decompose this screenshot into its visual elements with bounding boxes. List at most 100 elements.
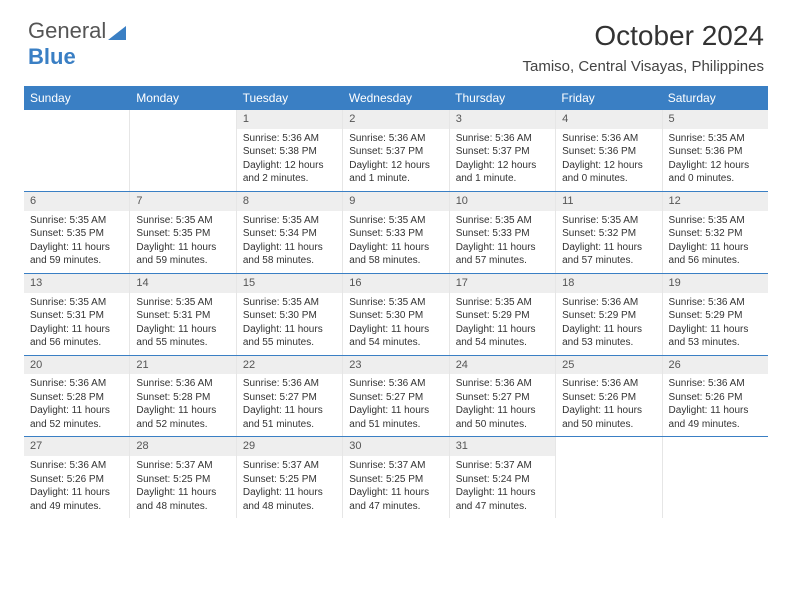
calendar-cell: 19Sunrise: 5:36 AMSunset: 5:29 PMDayligh… [662,274,768,355]
day-number: 24 [450,356,555,375]
day-details: Sunrise: 5:36 AMSunset: 5:27 PMDaylight:… [450,374,555,436]
daylight-text: Daylight: 11 hours and 47 minutes. [456,486,549,513]
location-subtitle: Tamiso, Central Visayas, Philippines [522,58,764,75]
sunrise-text: Sunrise: 5:35 AM [669,214,762,228]
sunrise-text: Sunrise: 5:36 AM [456,377,549,391]
day-details: Sunrise: 5:36 AMSunset: 5:27 PMDaylight:… [343,374,448,436]
sunrise-text: Sunrise: 5:36 AM [136,377,229,391]
calendar-cell: 26Sunrise: 5:36 AMSunset: 5:26 PMDayligh… [662,356,768,437]
day-number: 18 [556,274,661,293]
weekday-header: Sunday [24,87,130,109]
sunrise-text: Sunrise: 5:37 AM [456,459,549,473]
calendar-cell [662,437,768,518]
day-details: Sunrise: 5:37 AMSunset: 5:25 PMDaylight:… [130,456,235,518]
sunrise-text: Sunrise: 5:37 AM [136,459,229,473]
day-number: 4 [556,110,661,129]
calendar-cell [129,110,235,191]
calendar-cell: 13Sunrise: 5:35 AMSunset: 5:31 PMDayligh… [24,274,129,355]
day-number: 16 [343,274,448,293]
sunset-text: Sunset: 5:26 PM [669,391,762,405]
sunset-text: Sunset: 5:25 PM [243,473,336,487]
sunset-text: Sunset: 5:26 PM [562,391,655,405]
sunset-text: Sunset: 5:27 PM [243,391,336,405]
calendar-cell: 8Sunrise: 5:35 AMSunset: 5:34 PMDaylight… [236,192,342,273]
sunrise-text: Sunrise: 5:36 AM [243,132,336,146]
day-details: Sunrise: 5:35 AMSunset: 5:35 PMDaylight:… [24,211,129,273]
daylight-text: Daylight: 11 hours and 54 minutes. [456,323,549,350]
daylight-text: Daylight: 11 hours and 54 minutes. [349,323,442,350]
sunrise-text: Sunrise: 5:37 AM [349,459,442,473]
calendar-cell: 6Sunrise: 5:35 AMSunset: 5:35 PMDaylight… [24,192,129,273]
weekday-header: Saturday [662,87,768,109]
day-number: 3 [450,110,555,129]
daylight-text: Daylight: 11 hours and 59 minutes. [136,241,229,268]
calendar-cell: 31Sunrise: 5:37 AMSunset: 5:24 PMDayligh… [449,437,555,518]
calendar-cell: 24Sunrise: 5:36 AMSunset: 5:27 PMDayligh… [449,356,555,437]
sunset-text: Sunset: 5:32 PM [669,227,762,241]
day-details: Sunrise: 5:36 AMSunset: 5:38 PMDaylight:… [237,129,342,191]
day-details: Sunrise: 5:35 AMSunset: 5:32 PMDaylight:… [663,211,768,273]
daylight-text: Daylight: 11 hours and 56 minutes. [30,323,123,350]
daylight-text: Daylight: 11 hours and 58 minutes. [243,241,336,268]
sunset-text: Sunset: 5:26 PM [30,473,123,487]
daylight-text: Daylight: 11 hours and 58 minutes. [349,241,442,268]
calendar-cell: 21Sunrise: 5:36 AMSunset: 5:28 PMDayligh… [129,356,235,437]
day-number: 14 [130,274,235,293]
sunrise-text: Sunrise: 5:35 AM [136,214,229,228]
day-details: Sunrise: 5:36 AMSunset: 5:27 PMDaylight:… [237,374,342,436]
sunset-text: Sunset: 5:27 PM [456,391,549,405]
sunrise-text: Sunrise: 5:35 AM [349,214,442,228]
day-details: Sunrise: 5:36 AMSunset: 5:29 PMDaylight:… [663,293,768,355]
day-number: 17 [450,274,555,293]
sunset-text: Sunset: 5:31 PM [30,309,123,323]
sunset-text: Sunset: 5:36 PM [562,145,655,159]
day-number: 20 [24,356,129,375]
day-details: Sunrise: 5:36 AMSunset: 5:37 PMDaylight:… [450,129,555,191]
calendar-cell: 22Sunrise: 5:36 AMSunset: 5:27 PMDayligh… [236,356,342,437]
logo-triangle-icon [108,26,126,40]
sunset-text: Sunset: 5:37 PM [456,145,549,159]
page-title: October 2024 [594,20,764,52]
day-details: Sunrise: 5:35 AMSunset: 5:36 PMDaylight:… [663,129,768,191]
day-number: 11 [556,192,661,211]
sunrise-text: Sunrise: 5:35 AM [456,214,549,228]
calendar-cell: 15Sunrise: 5:35 AMSunset: 5:30 PMDayligh… [236,274,342,355]
day-details: Sunrise: 5:35 AMSunset: 5:33 PMDaylight:… [343,211,448,273]
sunset-text: Sunset: 5:28 PM [136,391,229,405]
calendar-cell: 16Sunrise: 5:35 AMSunset: 5:30 PMDayligh… [342,274,448,355]
sunrise-text: Sunrise: 5:36 AM [562,132,655,146]
day-details: Sunrise: 5:37 AMSunset: 5:24 PMDaylight:… [450,456,555,518]
day-number: 23 [343,356,448,375]
sunrise-text: Sunrise: 5:36 AM [30,459,123,473]
calendar-cell: 3Sunrise: 5:36 AMSunset: 5:37 PMDaylight… [449,110,555,191]
weekday-header: Thursday [449,87,555,109]
sunset-text: Sunset: 5:36 PM [669,145,762,159]
calendar-cell: 9Sunrise: 5:35 AMSunset: 5:33 PMDaylight… [342,192,448,273]
sunset-text: Sunset: 5:35 PM [30,227,123,241]
day-number: 13 [24,274,129,293]
sunrise-text: Sunrise: 5:35 AM [669,132,762,146]
daylight-text: Daylight: 11 hours and 55 minutes. [243,323,336,350]
day-number: 6 [24,192,129,211]
daylight-text: Daylight: 11 hours and 55 minutes. [136,323,229,350]
day-number: 22 [237,356,342,375]
sunrise-text: Sunrise: 5:36 AM [562,377,655,391]
daylight-text: Daylight: 11 hours and 51 minutes. [349,404,442,431]
calendar-week: 1Sunrise: 5:36 AMSunset: 5:38 PMDaylight… [24,109,768,191]
day-details: Sunrise: 5:36 AMSunset: 5:26 PMDaylight:… [663,374,768,436]
calendar-cell: 27Sunrise: 5:36 AMSunset: 5:26 PMDayligh… [24,437,129,518]
brand-logo: General Blue [28,18,126,70]
day-details: Sunrise: 5:36 AMSunset: 5:26 PMDaylight:… [556,374,661,436]
day-details: Sunrise: 5:36 AMSunset: 5:36 PMDaylight:… [556,129,661,191]
day-details: Sunrise: 5:37 AMSunset: 5:25 PMDaylight:… [343,456,448,518]
sunset-text: Sunset: 5:33 PM [456,227,549,241]
day-number: 8 [237,192,342,211]
sunrise-text: Sunrise: 5:35 AM [243,296,336,310]
daylight-text: Daylight: 12 hours and 0 minutes. [669,159,762,186]
daylight-text: Daylight: 11 hours and 53 minutes. [669,323,762,350]
daylight-text: Daylight: 11 hours and 52 minutes. [136,404,229,431]
calendar-grid: SundayMondayTuesdayWednesdayThursdayFrid… [24,86,768,518]
day-number: 28 [130,437,235,456]
sunset-text: Sunset: 5:24 PM [456,473,549,487]
day-number: 27 [24,437,129,456]
